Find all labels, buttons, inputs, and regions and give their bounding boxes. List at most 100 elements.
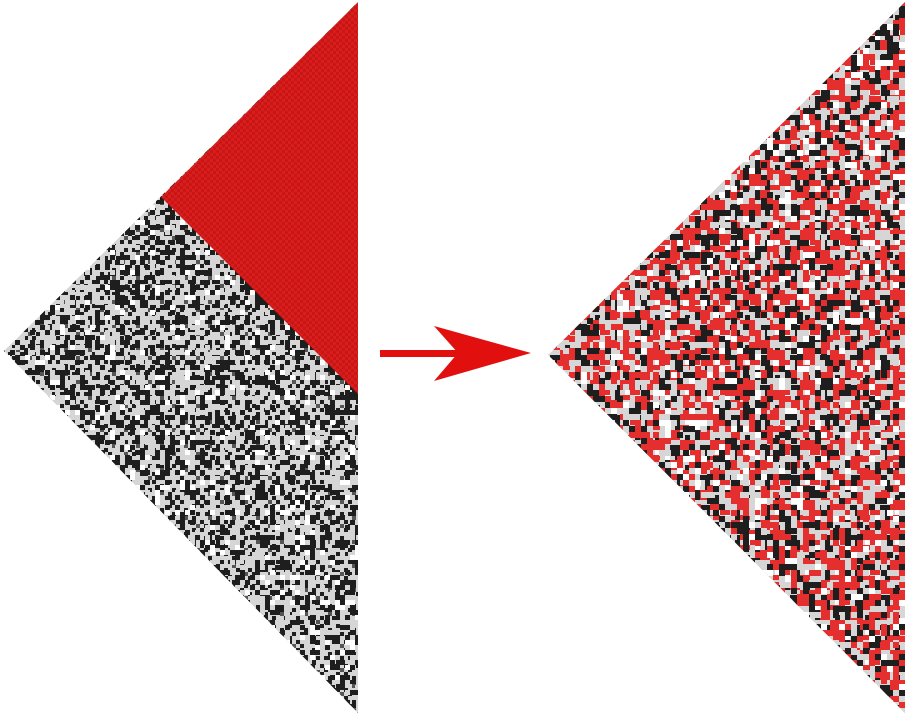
- noise-cell: [300, 585, 305, 590]
- noise-cell: [270, 525, 275, 530]
- noise-cell: [170, 625, 175, 630]
- noise-cell: [5, 540, 10, 545]
- noise-cell: [195, 350, 200, 355]
- noise-cell: [185, 145, 190, 150]
- noise-cell: [235, 110, 240, 115]
- noise-cell: [265, 405, 270, 410]
- noise-cell: [120, 325, 125, 330]
- noise-cell: [15, 675, 20, 680]
- noise-cell: [140, 300, 145, 305]
- noise-cell: [240, 385, 245, 390]
- noise-cell: [10, 630, 15, 635]
- noise-cell: [240, 95, 245, 100]
- noise-cell: [155, 195, 160, 200]
- noise-cell: [25, 610, 30, 615]
- noise-cell: [160, 210, 165, 215]
- noise-cell: [120, 15, 125, 20]
- noise-cell: [250, 490, 255, 495]
- noise-cell: [225, 340, 230, 345]
- noise-cell: [180, 415, 185, 420]
- noise-cell: [210, 290, 215, 295]
- noise-cell: [225, 280, 230, 285]
- noise-cell: [275, 360, 280, 365]
- noise-cell: [70, 335, 75, 340]
- noise-cell: [180, 685, 185, 690]
- noise-cell: [220, 420, 225, 425]
- noise-cell: [175, 65, 180, 70]
- noise-cell: [215, 40, 220, 45]
- noise-cell: [40, 60, 45, 65]
- noise-cell: [115, 555, 120, 560]
- noise-cell: [145, 535, 150, 540]
- noise-cell: [50, 680, 55, 685]
- noise-cell: [75, 155, 80, 160]
- noise-cell: [80, 65, 85, 70]
- noise-cell: [45, 240, 50, 245]
- noise-cell: [220, 110, 225, 115]
- noise-cell: [240, 455, 245, 460]
- noise-cell: [245, 340, 250, 345]
- noise-cell: [205, 385, 210, 390]
- noise-cell: [70, 460, 75, 465]
- noise-cell: [160, 655, 165, 660]
- noise-cell: [350, 460, 355, 465]
- noise-cell: [145, 285, 150, 290]
- noise-cell: [240, 300, 245, 305]
- noise-cell: [270, 330, 275, 335]
- noise-cell: [150, 400, 155, 405]
- noise-cell: [140, 285, 145, 290]
- noise-cell: [220, 665, 225, 670]
- noise-cell: [185, 395, 190, 400]
- noise-cell: [205, 20, 210, 25]
- noise-cell: [355, 640, 358, 645]
- noise-cell: [95, 255, 100, 260]
- noise-cell: [150, 15, 155, 20]
- noise-cell: [345, 580, 350, 585]
- noise-cell: [205, 500, 210, 505]
- noise-cell: [10, 270, 15, 275]
- noise-cell: [185, 370, 190, 375]
- noise-cell: [185, 510, 190, 515]
- noise-cell: [15, 15, 20, 20]
- noise-cell: [350, 495, 355, 500]
- noise-cell: [290, 455, 295, 460]
- noise-cell: [75, 325, 80, 330]
- noise-cell: [60, 160, 65, 165]
- noise-cell: [55, 440, 60, 445]
- noise-cell: [145, 360, 150, 365]
- noise-cell: [260, 40, 265, 45]
- noise-cell: [195, 80, 200, 85]
- noise-cell: [4, 545, 5, 550]
- noise-cell: [85, 25, 90, 30]
- noise-cell: [85, 470, 90, 475]
- noise-cell: [105, 175, 110, 180]
- noise-cell: [105, 45, 110, 50]
- noise-cell: [5, 85, 10, 90]
- noise-cell: [215, 575, 220, 580]
- noise-cell: [345, 680, 350, 685]
- noise-cell: [40, 600, 45, 605]
- noise-cell: [70, 420, 75, 425]
- noise-cell: [115, 210, 120, 215]
- noise-cell: [320, 605, 325, 610]
- noise-cell: [5, 255, 10, 260]
- noise-cell: [225, 430, 230, 435]
- noise-cell: [40, 250, 45, 255]
- noise-cell: [165, 400, 170, 405]
- noise-cell: [10, 450, 15, 455]
- noise-cell: [65, 645, 70, 650]
- noise-cell: [80, 465, 85, 470]
- noise-cell: [195, 500, 200, 505]
- noise-cell: [55, 170, 60, 175]
- noise-cell: [270, 365, 275, 370]
- noise-cell: [65, 405, 70, 410]
- noise-cell: [260, 15, 265, 20]
- noise-cell: [75, 150, 80, 155]
- noise-cell: [15, 455, 20, 460]
- noise-cell: [175, 85, 180, 90]
- noise-cell: [20, 15, 25, 20]
- noise-cell: [180, 465, 185, 470]
- noise-cell: [165, 365, 170, 370]
- noise-cell: [255, 635, 260, 640]
- noise-cell: [60, 290, 65, 295]
